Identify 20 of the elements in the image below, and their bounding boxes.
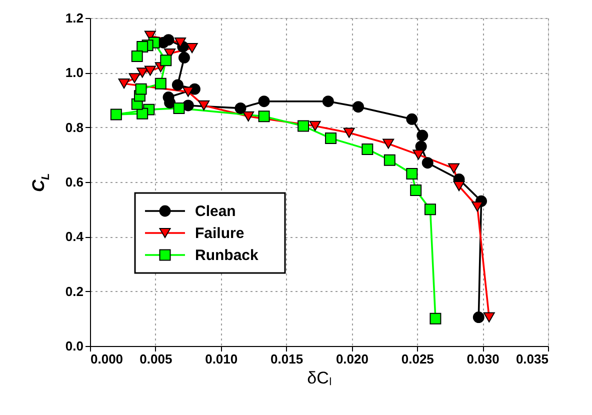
y-tick-label: 0.4	[65, 229, 84, 244]
y-tick-label: 0.2	[65, 284, 84, 299]
y-tick-label: 1.2	[65, 10, 84, 26]
y-axis-title: CL	[29, 173, 52, 192]
legend-label: Runback	[195, 247, 260, 264]
x-axis-title: δCₗ	[307, 368, 332, 388]
x-tick-label: 0.025	[401, 352, 434, 366]
legend-label: Clean	[195, 203, 236, 220]
y-tick-label: 1.0	[65, 65, 84, 80]
x-tick-label: 0.005	[140, 352, 172, 366]
x-tick-label: 0.020	[336, 352, 368, 366]
x-tick-label: 0.035	[516, 352, 548, 366]
y-tick-label: 0.6	[65, 174, 84, 190]
legend-label: Failure	[195, 225, 244, 242]
y-tick-label: 0.8	[65, 120, 84, 135]
y-tick-label: 0.0	[65, 338, 84, 354]
x-tick-label: 0.010	[205, 352, 238, 366]
x-tick-label: 0.015	[270, 352, 304, 366]
x-tick-label: 0.030	[466, 352, 500, 366]
x-tick-label: 0.000	[90, 352, 124, 366]
